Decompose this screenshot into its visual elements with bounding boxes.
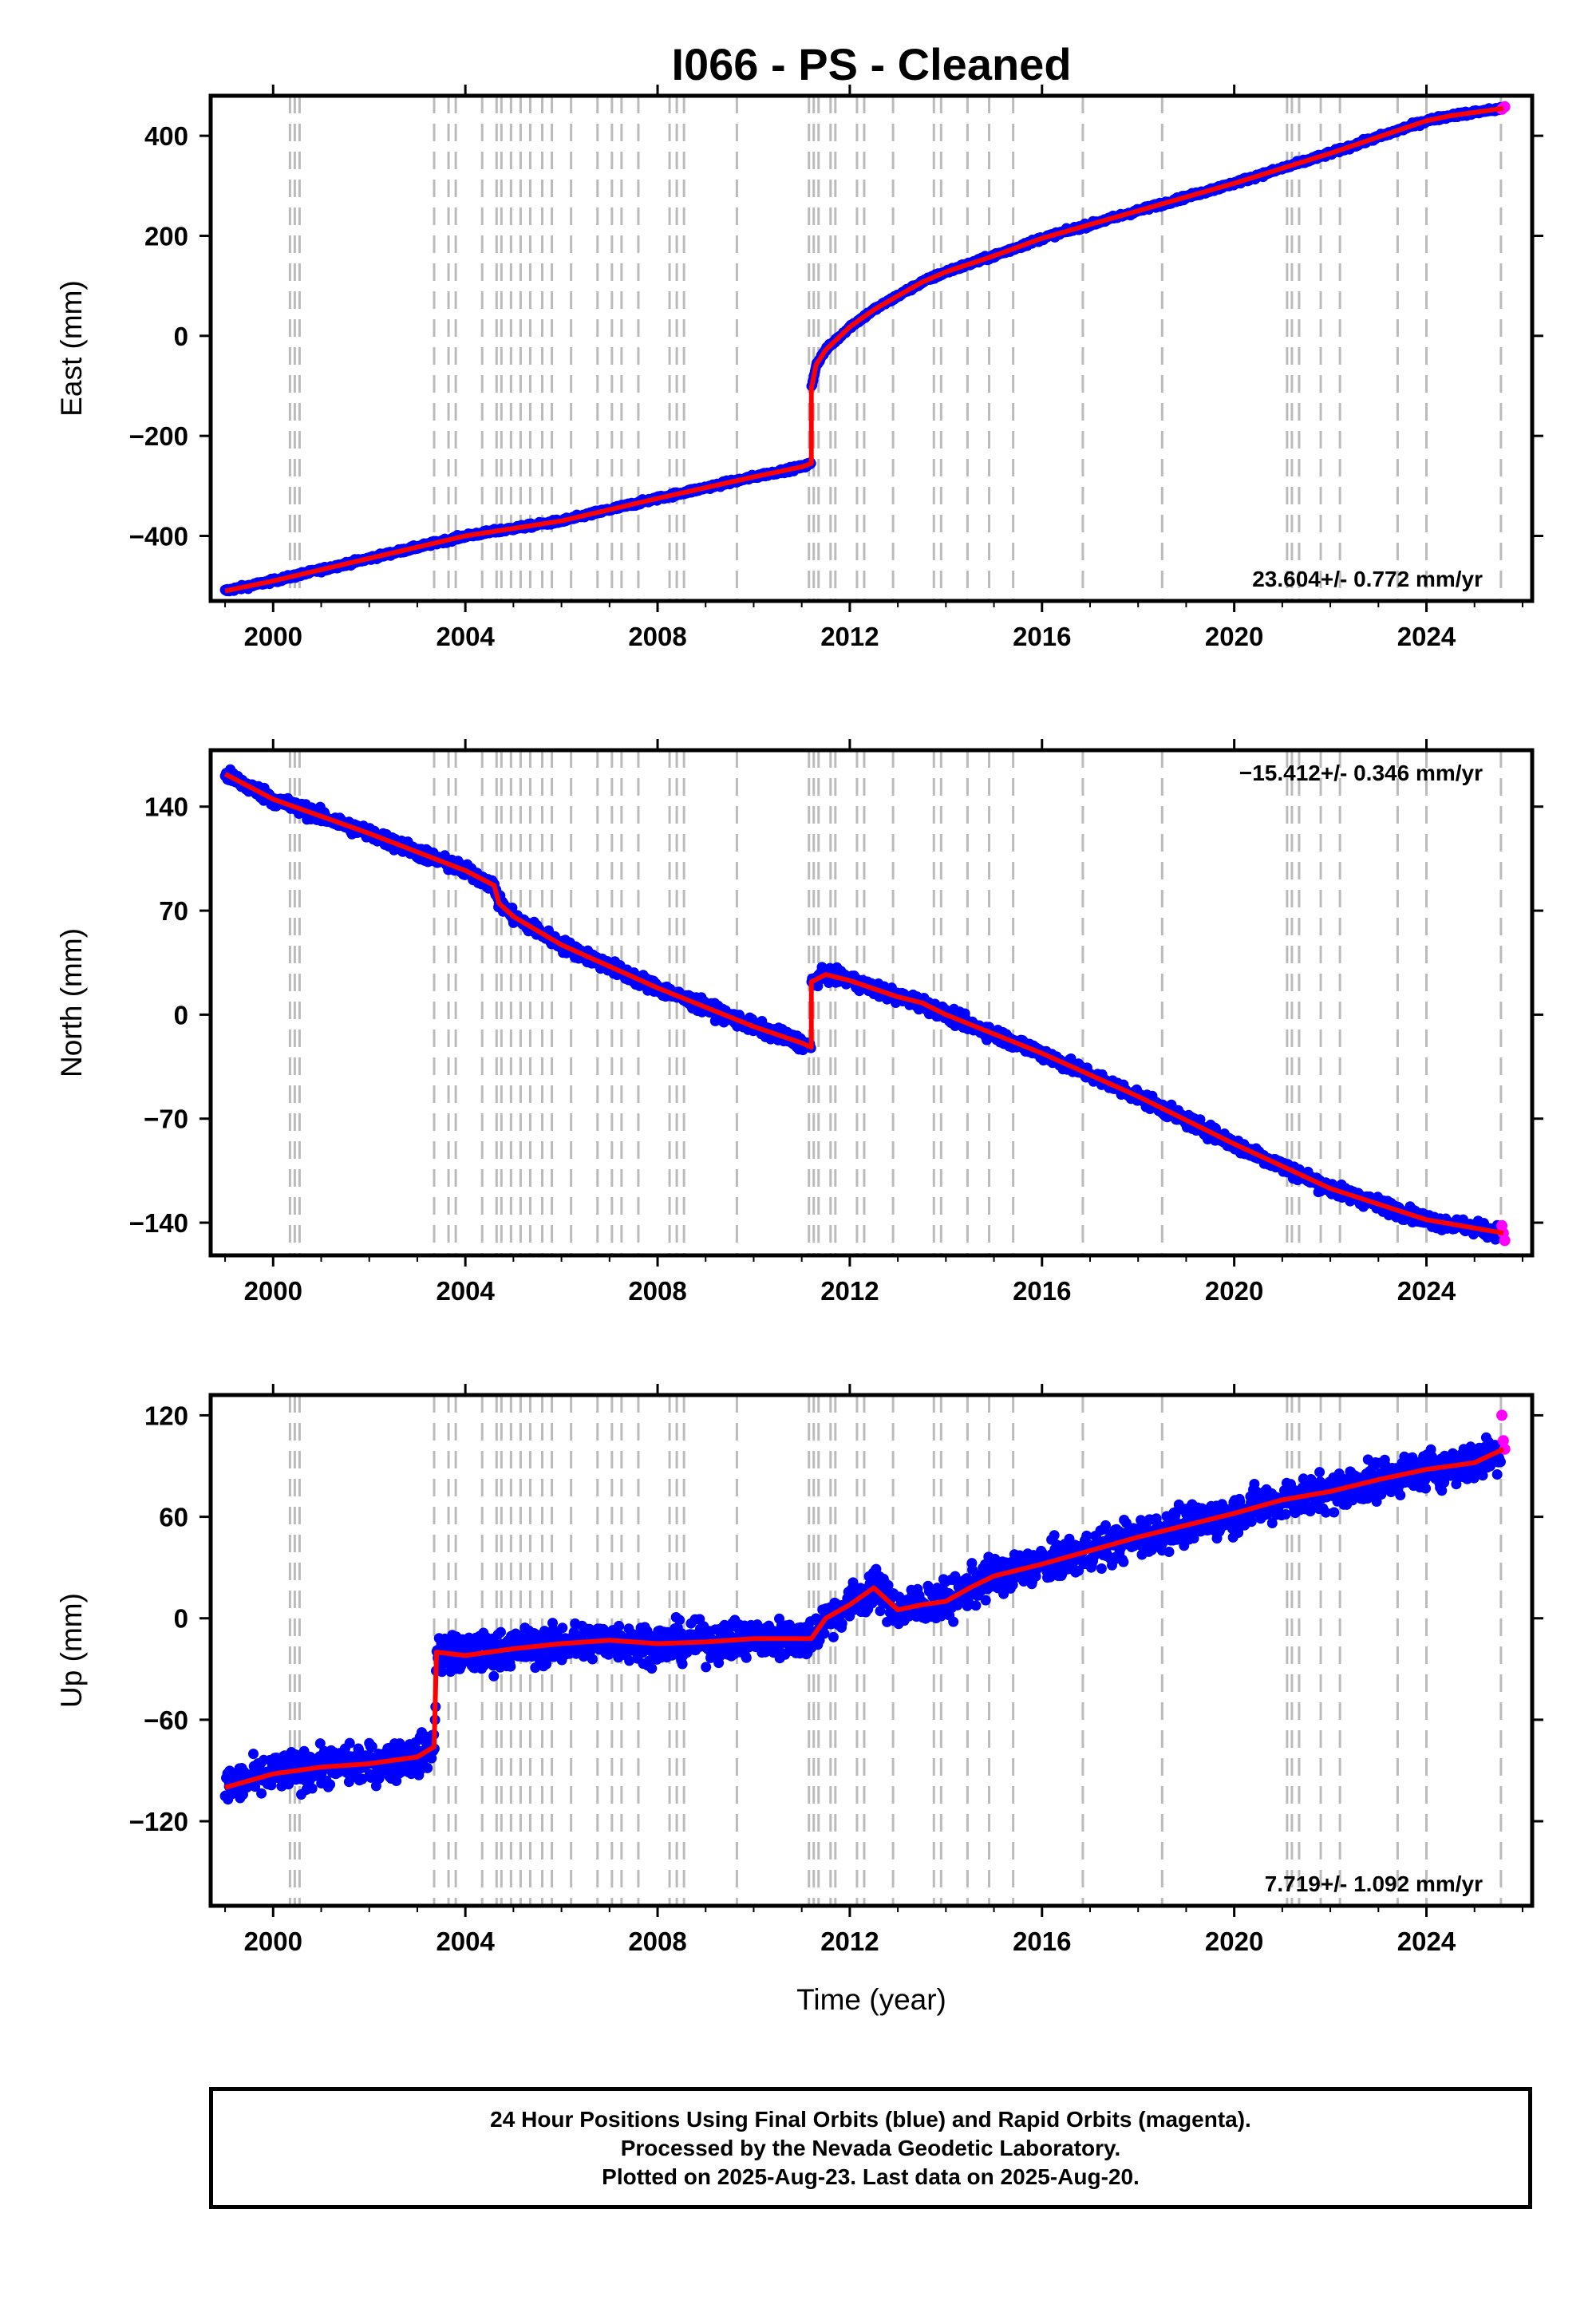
y-axis-label: East (mm) xyxy=(55,280,88,417)
x-tick-label: 2000 xyxy=(244,1276,302,1306)
x-tick-label: 2020 xyxy=(1205,1276,1263,1306)
final-orbit-points xyxy=(219,1432,1506,1805)
final-orbit-point xyxy=(357,1773,368,1784)
panel-east: 2000 2004 2008 2012 2016 2020 2024 −400 −200 0 200… xyxy=(55,85,1543,651)
y-tick-label: 70 xyxy=(159,896,188,926)
x-tick-label: 2012 xyxy=(820,622,879,651)
plot-frame xyxy=(208,93,1535,603)
y-axis-label: North (mm) xyxy=(55,928,88,1077)
figure-title: I066 - PS - Cleaned xyxy=(671,39,1071,89)
plot-area-up xyxy=(219,1395,1511,1906)
x-tick-label: 2024 xyxy=(1397,1276,1456,1306)
x-tick-label: 2004 xyxy=(436,622,495,651)
final-orbit-points xyxy=(219,101,1506,597)
model-fit-line xyxy=(223,772,1504,1236)
x-tick-label: 2020 xyxy=(1205,622,1263,651)
y-tick-label: 140 xyxy=(144,792,188,822)
final-orbit-point xyxy=(314,1738,326,1749)
y-tick-label: −70 xyxy=(144,1105,188,1134)
panel-north: 2000 2004 2008 2012 2016 2020 2024 −140 −70 0 70 14… xyxy=(55,739,1543,1306)
velocity-annotation: 23.604+/- 0.772 mm/yr xyxy=(1252,567,1483,591)
plot-area-east xyxy=(219,96,1511,601)
y-tick-label: 0 xyxy=(174,1000,188,1030)
final-orbit-point xyxy=(325,1779,336,1790)
y-tick-label: −200 xyxy=(129,421,188,451)
final-orbit-point xyxy=(344,1737,355,1749)
x-tick-label: 2000 xyxy=(244,622,302,651)
panel-up: 2000 2004 2008 2012 2016 2020 2024−120−6006012… xyxy=(55,1384,1543,2016)
final-orbit-point xyxy=(366,1741,377,1753)
panels: 2000 2004 2008 2012 2016 2020 2024−400−2000200… xyxy=(55,85,1543,2016)
final-orbit-point xyxy=(306,1783,318,1794)
plot-area-north xyxy=(219,750,1511,1255)
x-tick-label: 2012 xyxy=(820,1276,879,1306)
final-orbit-point xyxy=(256,1788,267,1799)
x-tick-label: 2016 xyxy=(1013,622,1071,651)
y-tick-label: −400 xyxy=(129,522,188,551)
x-tick-label: 2008 xyxy=(628,1276,686,1306)
y-tick-label: −140 xyxy=(129,1208,188,1238)
y-tick-label: 200 xyxy=(144,221,188,251)
final-orbit-point xyxy=(248,1749,259,1760)
model-fit-line xyxy=(224,105,1504,594)
x-tick-label: 2024 xyxy=(1397,622,1456,651)
x-tick-label: 2016 xyxy=(1013,1276,1071,1306)
velocity-annotation: −15.412+/- 0.346 mm/yr xyxy=(1239,761,1483,785)
y-tick-label: 400 xyxy=(144,121,188,151)
plot-frame xyxy=(208,748,1535,1258)
x-tick-label: 2008 xyxy=(628,622,686,651)
rapid-orbit-points xyxy=(1496,1219,1511,1247)
x-tick-label: 2004 xyxy=(436,1276,495,1306)
y-tick-label: 0 xyxy=(174,322,188,351)
rapid-orbit-point xyxy=(1499,1235,1511,1247)
final-orbit-points xyxy=(219,764,1506,1245)
